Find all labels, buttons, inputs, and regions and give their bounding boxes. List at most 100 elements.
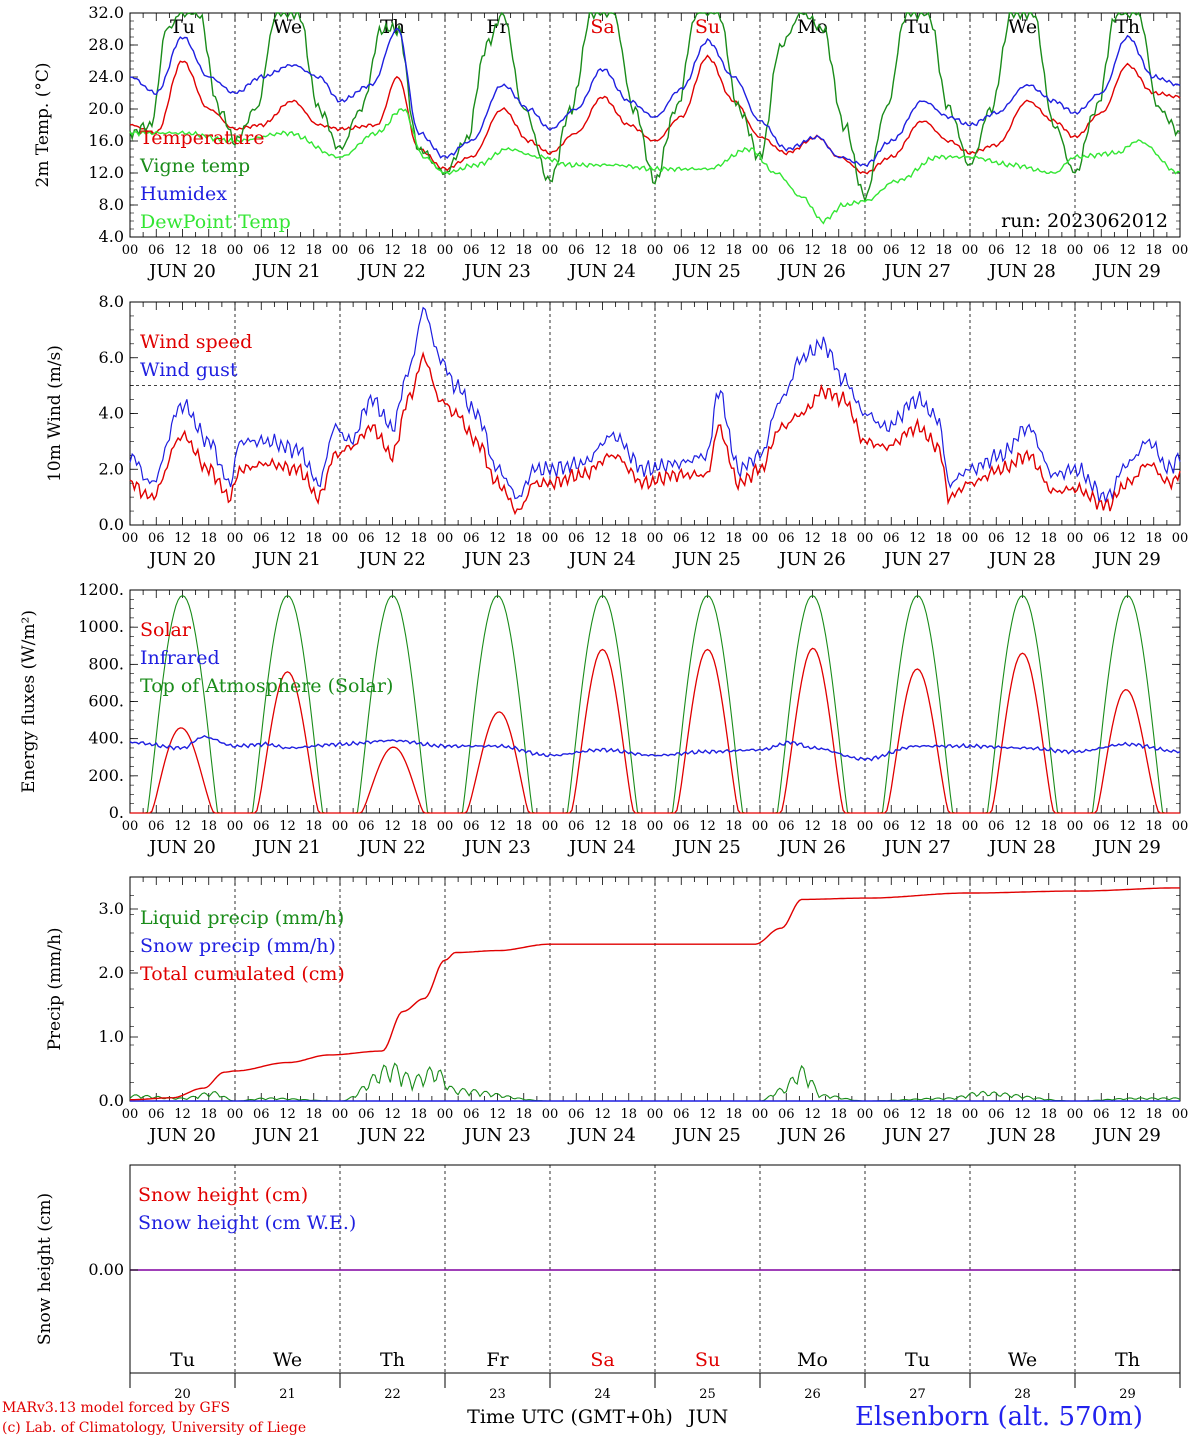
date-label: JUN 25 (672, 1125, 741, 1146)
date-label: JUN 21 (252, 549, 321, 570)
hour-tick-label: 12 (384, 243, 401, 258)
hour-tick-label: 06 (883, 819, 900, 834)
hour-tick-label: 06 (463, 243, 480, 258)
y-tick-label: 6.0 (99, 348, 124, 367)
panel-1-frame (129, 12, 1181, 238)
date-label: JUN 26 (777, 549, 846, 570)
y-tick-label: 1000. (78, 617, 124, 636)
date-label: JUN 27 (882, 549, 951, 570)
weekday-label-bottom: Tu (905, 1349, 930, 1371)
hour-tick-label: 18 (935, 1107, 952, 1122)
date-label: JUN 22 (357, 261, 426, 282)
weekday-label-bottom: Sa (590, 1349, 614, 1371)
y-tick-label: 400. (88, 729, 124, 748)
hour-tick-label: 18 (515, 531, 532, 546)
hour-tick-label: 00 (227, 243, 244, 258)
hour-tick-label: 00 (962, 819, 979, 834)
legend-entry: Snow precip (mm/h) (140, 935, 336, 957)
hour-tick-label: 18 (305, 243, 322, 258)
hour-tick-label: 00 (1172, 531, 1189, 546)
weekday-label-bottom: We (273, 1349, 302, 1371)
date-label: JUN 23 (462, 837, 531, 858)
y-tick-label: 0. (109, 803, 124, 822)
panel-2-frame (129, 301, 1181, 526)
y-tick-label: 28.0 (88, 35, 124, 54)
hour-tick-label: 00 (1172, 1107, 1189, 1122)
hour-tick-label: 06 (148, 531, 165, 546)
y-tick-label: 16.0 (88, 131, 124, 150)
station-name: Elsenborn (alt. 570m) (855, 1402, 1143, 1432)
hour-tick-label: 06 (568, 819, 585, 834)
hour-tick-label: 00 (542, 819, 559, 834)
hour-tick-label: 00 (227, 819, 244, 834)
hour-tick-label: 00 (647, 531, 664, 546)
hour-tick-label: 18 (305, 819, 322, 834)
hour-tick-label: 12 (489, 531, 506, 546)
legend-entry: Wind gust (140, 359, 238, 381)
hour-tick-label: 12 (384, 1107, 401, 1122)
y-tick-label: 8.0 (99, 195, 124, 214)
hour-tick-label: 00 (1067, 819, 1084, 834)
hour-tick-label: 00 (647, 243, 664, 258)
weekday-label-top: Mo (797, 16, 828, 38)
hour-tick-label: 00 (1172, 819, 1189, 834)
date-label: JUN 28 (987, 1125, 1056, 1146)
hour-tick-label: 18 (515, 243, 532, 258)
series-temperature (129, 54, 1181, 175)
panel-4-yaxis: 0.0 1.0 2.0 3.0 (99, 876, 1180, 1110)
hour-tick-label: 00 (437, 1107, 454, 1122)
date-label: JUN 27 (882, 261, 951, 282)
hour-tick-label: 12 (1014, 243, 1031, 258)
legend-entry: Snow height (cm W.E.) (138, 1212, 356, 1234)
hour-tick-label: 18 (1040, 531, 1057, 546)
legend-entry: Humidex (140, 183, 227, 205)
weekday-label-top: Fr (486, 16, 509, 38)
hour-tick-label: 06 (673, 1107, 690, 1122)
hour-tick-label: 12 (279, 819, 296, 834)
hour-tick-label: 12 (804, 1107, 821, 1122)
hour-tick-label: 06 (358, 819, 375, 834)
y-tick-label: 0.0 (99, 1091, 124, 1110)
weekday-label-bottom: Fr (486, 1349, 509, 1371)
hour-tick-label: 06 (358, 1107, 375, 1122)
date-label: JUN 20 (147, 549, 216, 570)
series-total-cumulated (130, 887, 1180, 1101)
weekday-label-bottom: Tu (170, 1349, 195, 1371)
date-label: JUN 29 (1092, 549, 1161, 570)
hour-tick-label: 06 (988, 1107, 1005, 1122)
hour-tick-label: 12 (594, 819, 611, 834)
hour-tick-label: 06 (778, 531, 795, 546)
hour-tick-label: 18 (410, 1107, 427, 1122)
legend-entry: Temperature (140, 127, 264, 149)
hour-tick-label: 06 (148, 1107, 165, 1122)
hour-tick-label: 06 (253, 531, 270, 546)
hour-tick-label: 06 (253, 1107, 270, 1122)
panel-5-axes (129, 1164, 1181, 1388)
hour-tick-label: 00 (752, 531, 769, 546)
hour-tick-label: 00 (857, 243, 874, 258)
hour-tick-label: 12 (909, 819, 926, 834)
hour-tick-label: 18 (830, 531, 847, 546)
hour-tick-label: 18 (305, 531, 322, 546)
y-tick-label: 8.0 (99, 292, 124, 311)
hour-tick-label: 18 (725, 1107, 742, 1122)
y-axis-label: Energy fluxes (W/m²) (19, 610, 39, 793)
hour-tick-label: 12 (699, 243, 716, 258)
y-tick-label: 1200. (78, 580, 124, 599)
date-label: JUN 28 (987, 549, 1056, 570)
date-label: JUN 20 (147, 261, 216, 282)
hour-tick-label: 00 (542, 1107, 559, 1122)
weekday-label-top: Su (695, 16, 720, 38)
day-number-label: 22 (384, 1387, 401, 1402)
hour-tick-label: 18 (410, 819, 427, 834)
y-tick-label: 24.0 (88, 67, 124, 86)
hour-tick-label: 12 (1014, 819, 1031, 834)
hour-tick-label: 12 (699, 819, 716, 834)
hour-tick-label: 12 (174, 1107, 191, 1122)
date-label: JUN 29 (1092, 261, 1161, 282)
hour-tick-label: 00 (962, 1107, 979, 1122)
date-label: JUN 24 (567, 261, 636, 282)
hour-tick-label: 00 (962, 243, 979, 258)
hour-tick-label: 18 (200, 1107, 217, 1122)
